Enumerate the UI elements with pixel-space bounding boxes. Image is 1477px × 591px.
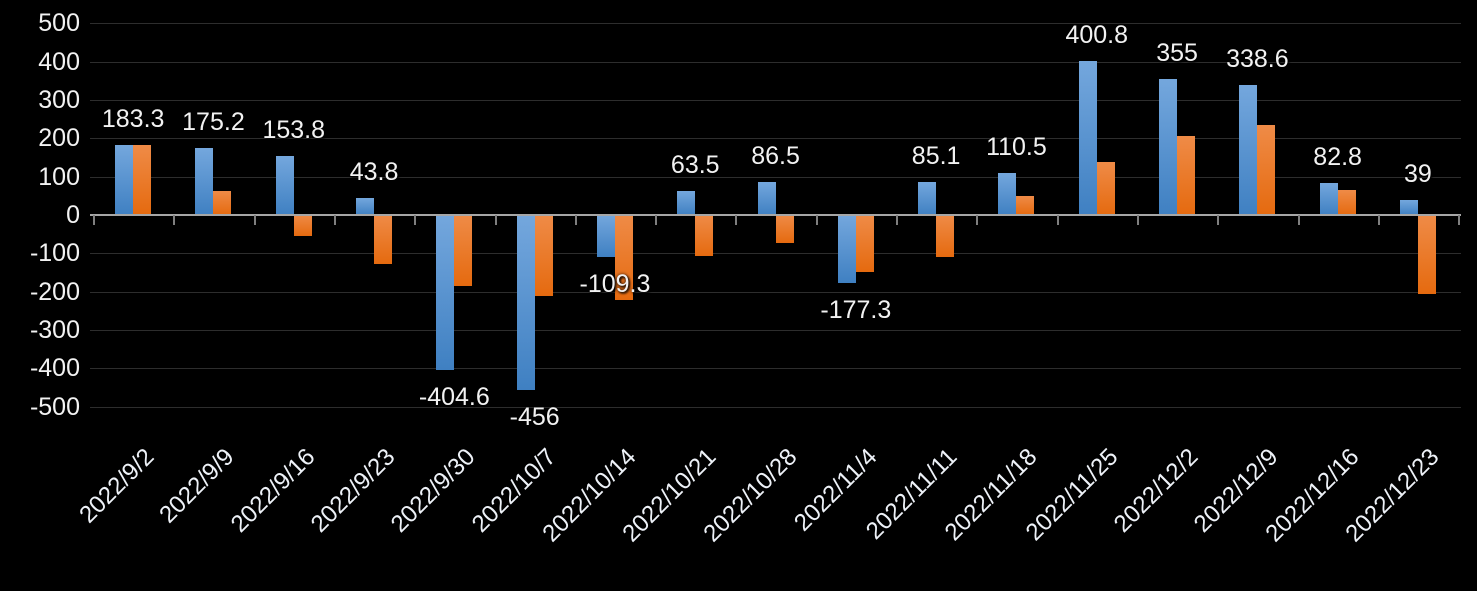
data-label: 82.8 bbox=[1313, 143, 1362, 172]
data-label: -456 bbox=[509, 402, 560, 431]
data-label: 39 bbox=[1404, 160, 1432, 189]
bar-orange-2022/11/11[interactable] bbox=[936, 215, 955, 257]
x-axis-date-label: 2022/9/30 bbox=[386, 443, 481, 538]
bar-orange-2022/10/28[interactable] bbox=[775, 215, 794, 244]
data-label: 400.8 bbox=[1065, 21, 1129, 50]
gridline bbox=[90, 368, 1461, 369]
bar-blue-2022/10/21[interactable] bbox=[677, 190, 696, 215]
data-label: 63.5 bbox=[670, 150, 720, 179]
axis-tick bbox=[896, 215, 898, 225]
data-label: -404.6 bbox=[418, 383, 490, 412]
data-label: 86.5 bbox=[751, 141, 800, 170]
bar-blue-2022/11/18[interactable] bbox=[998, 172, 1017, 215]
gridline bbox=[90, 100, 1461, 101]
axis-tick bbox=[1057, 215, 1059, 225]
axis-tick bbox=[1458, 215, 1460, 225]
bar-orange-2022/10/14[interactable] bbox=[614, 215, 633, 301]
y-axis-tick-label: 300 bbox=[38, 85, 80, 114]
y-axis-tick-label: 0 bbox=[66, 201, 80, 229]
bar-blue-2022/9/30[interactable] bbox=[436, 215, 455, 371]
y-axis-tick-label: -500 bbox=[29, 392, 80, 421]
bar-orange-2022/11/25[interactable] bbox=[1096, 162, 1115, 215]
bar-blue-2022/11/25[interactable] bbox=[1078, 61, 1097, 215]
data-label: 355 bbox=[1156, 38, 1198, 67]
gridline bbox=[90, 253, 1461, 254]
axis-tick bbox=[655, 215, 657, 225]
bar-blue-2022/9/9[interactable] bbox=[195, 147, 214, 215]
gridline bbox=[90, 62, 1461, 63]
axis-tick bbox=[976, 215, 978, 225]
y-axis-tick-label: -200 bbox=[29, 277, 80, 306]
axis-tick bbox=[1298, 215, 1300, 225]
bar-orange-2022/9/16[interactable] bbox=[293, 215, 312, 237]
gridline bbox=[90, 23, 1461, 24]
y-axis-tick-label: -300 bbox=[29, 316, 80, 345]
bar-blue-2022/10/7[interactable] bbox=[516, 215, 535, 390]
data-label: -177.3 bbox=[820, 295, 892, 324]
axis-tick bbox=[816, 215, 818, 225]
bar-blue-2022/11/4[interactable] bbox=[837, 215, 856, 283]
bar-orange-2022/12/2[interactable] bbox=[1177, 135, 1196, 215]
x-axis-line bbox=[90, 214, 1461, 216]
bar-blue-2022/10/28[interactable] bbox=[757, 181, 776, 215]
bar-orange-2022/9/30[interactable] bbox=[454, 215, 473, 286]
data-label: -109.3 bbox=[579, 269, 651, 298]
bar-blue-2022/12/9[interactable] bbox=[1239, 85, 1258, 215]
bar-orange-2022/9/23[interactable] bbox=[374, 215, 393, 265]
axis-tick bbox=[334, 215, 336, 225]
data-label: 43.8 bbox=[349, 158, 399, 187]
bar-blue-2022/11/11[interactable] bbox=[918, 182, 937, 215]
y-axis-tick-label: 500 bbox=[38, 9, 80, 38]
y-axis-tick-label: 100 bbox=[38, 162, 80, 191]
x-axis-date-label: 2022/9/23 bbox=[305, 443, 401, 538]
bar-orange-2022/10/21[interactable] bbox=[695, 215, 714, 257]
bar-blue-2022/9/2[interactable] bbox=[115, 144, 134, 215]
data-label: 338.6 bbox=[1226, 45, 1289, 74]
x-axis-date-label: 2022/9/2 bbox=[74, 443, 160, 529]
bar-orange-2022/11/18[interactable] bbox=[1016, 195, 1035, 215]
y-axis-tick-label: 200 bbox=[38, 124, 80, 153]
data-label: 153.8 bbox=[262, 116, 326, 145]
data-label: 85.1 bbox=[911, 142, 961, 171]
y-axis-tick-label: -400 bbox=[29, 354, 80, 383]
gridline bbox=[90, 330, 1461, 331]
bar-orange-2022/12/9[interactable] bbox=[1257, 124, 1276, 215]
bar-orange-2022/9/2[interactable] bbox=[133, 144, 152, 215]
bar-orange-2022/12/23[interactable] bbox=[1417, 215, 1436, 295]
bar-blue-2022/12/2[interactable] bbox=[1159, 78, 1178, 215]
gridline bbox=[90, 177, 1461, 178]
axis-tick bbox=[1378, 215, 1380, 225]
bar-blue-2022/12/16[interactable] bbox=[1319, 183, 1338, 215]
gridline bbox=[90, 407, 1461, 408]
data-label: 110.5 bbox=[986, 132, 1047, 161]
bar-orange-2022/10/7[interactable] bbox=[534, 215, 553, 296]
bar-blue-2022/12/23[interactable] bbox=[1399, 200, 1418, 215]
data-label: 175.2 bbox=[182, 107, 245, 136]
axis-tick bbox=[93, 215, 95, 225]
axis-tick bbox=[254, 215, 256, 225]
bar-orange-2022/12/16[interactable] bbox=[1337, 190, 1356, 215]
axis-tick bbox=[735, 215, 737, 225]
data-label: 183.3 bbox=[101, 104, 165, 133]
axis-tick bbox=[1137, 215, 1139, 225]
y-axis-tick-label: 400 bbox=[38, 47, 80, 76]
axis-tick bbox=[414, 215, 416, 225]
x-axis-date-label: 2022/9/16 bbox=[225, 443, 321, 538]
gridline bbox=[90, 292, 1461, 293]
bar-blue-2022/10/14[interactable] bbox=[596, 215, 615, 257]
bar-orange-2022/11/4[interactable] bbox=[855, 215, 874, 272]
y-axis-tick-label: -100 bbox=[29, 239, 80, 268]
axis-tick bbox=[1217, 215, 1219, 225]
x-axis-date-label: 2022/12/2 bbox=[1108, 443, 1204, 538]
gridline bbox=[90, 138, 1461, 139]
bar-blue-2022/9/16[interactable] bbox=[275, 156, 294, 215]
bar-orange-2022/9/9[interactable] bbox=[213, 191, 232, 215]
axis-tick bbox=[173, 215, 175, 225]
axis-tick bbox=[495, 215, 497, 225]
axis-tick bbox=[575, 215, 577, 225]
bar-blue-2022/9/23[interactable] bbox=[356, 198, 375, 215]
